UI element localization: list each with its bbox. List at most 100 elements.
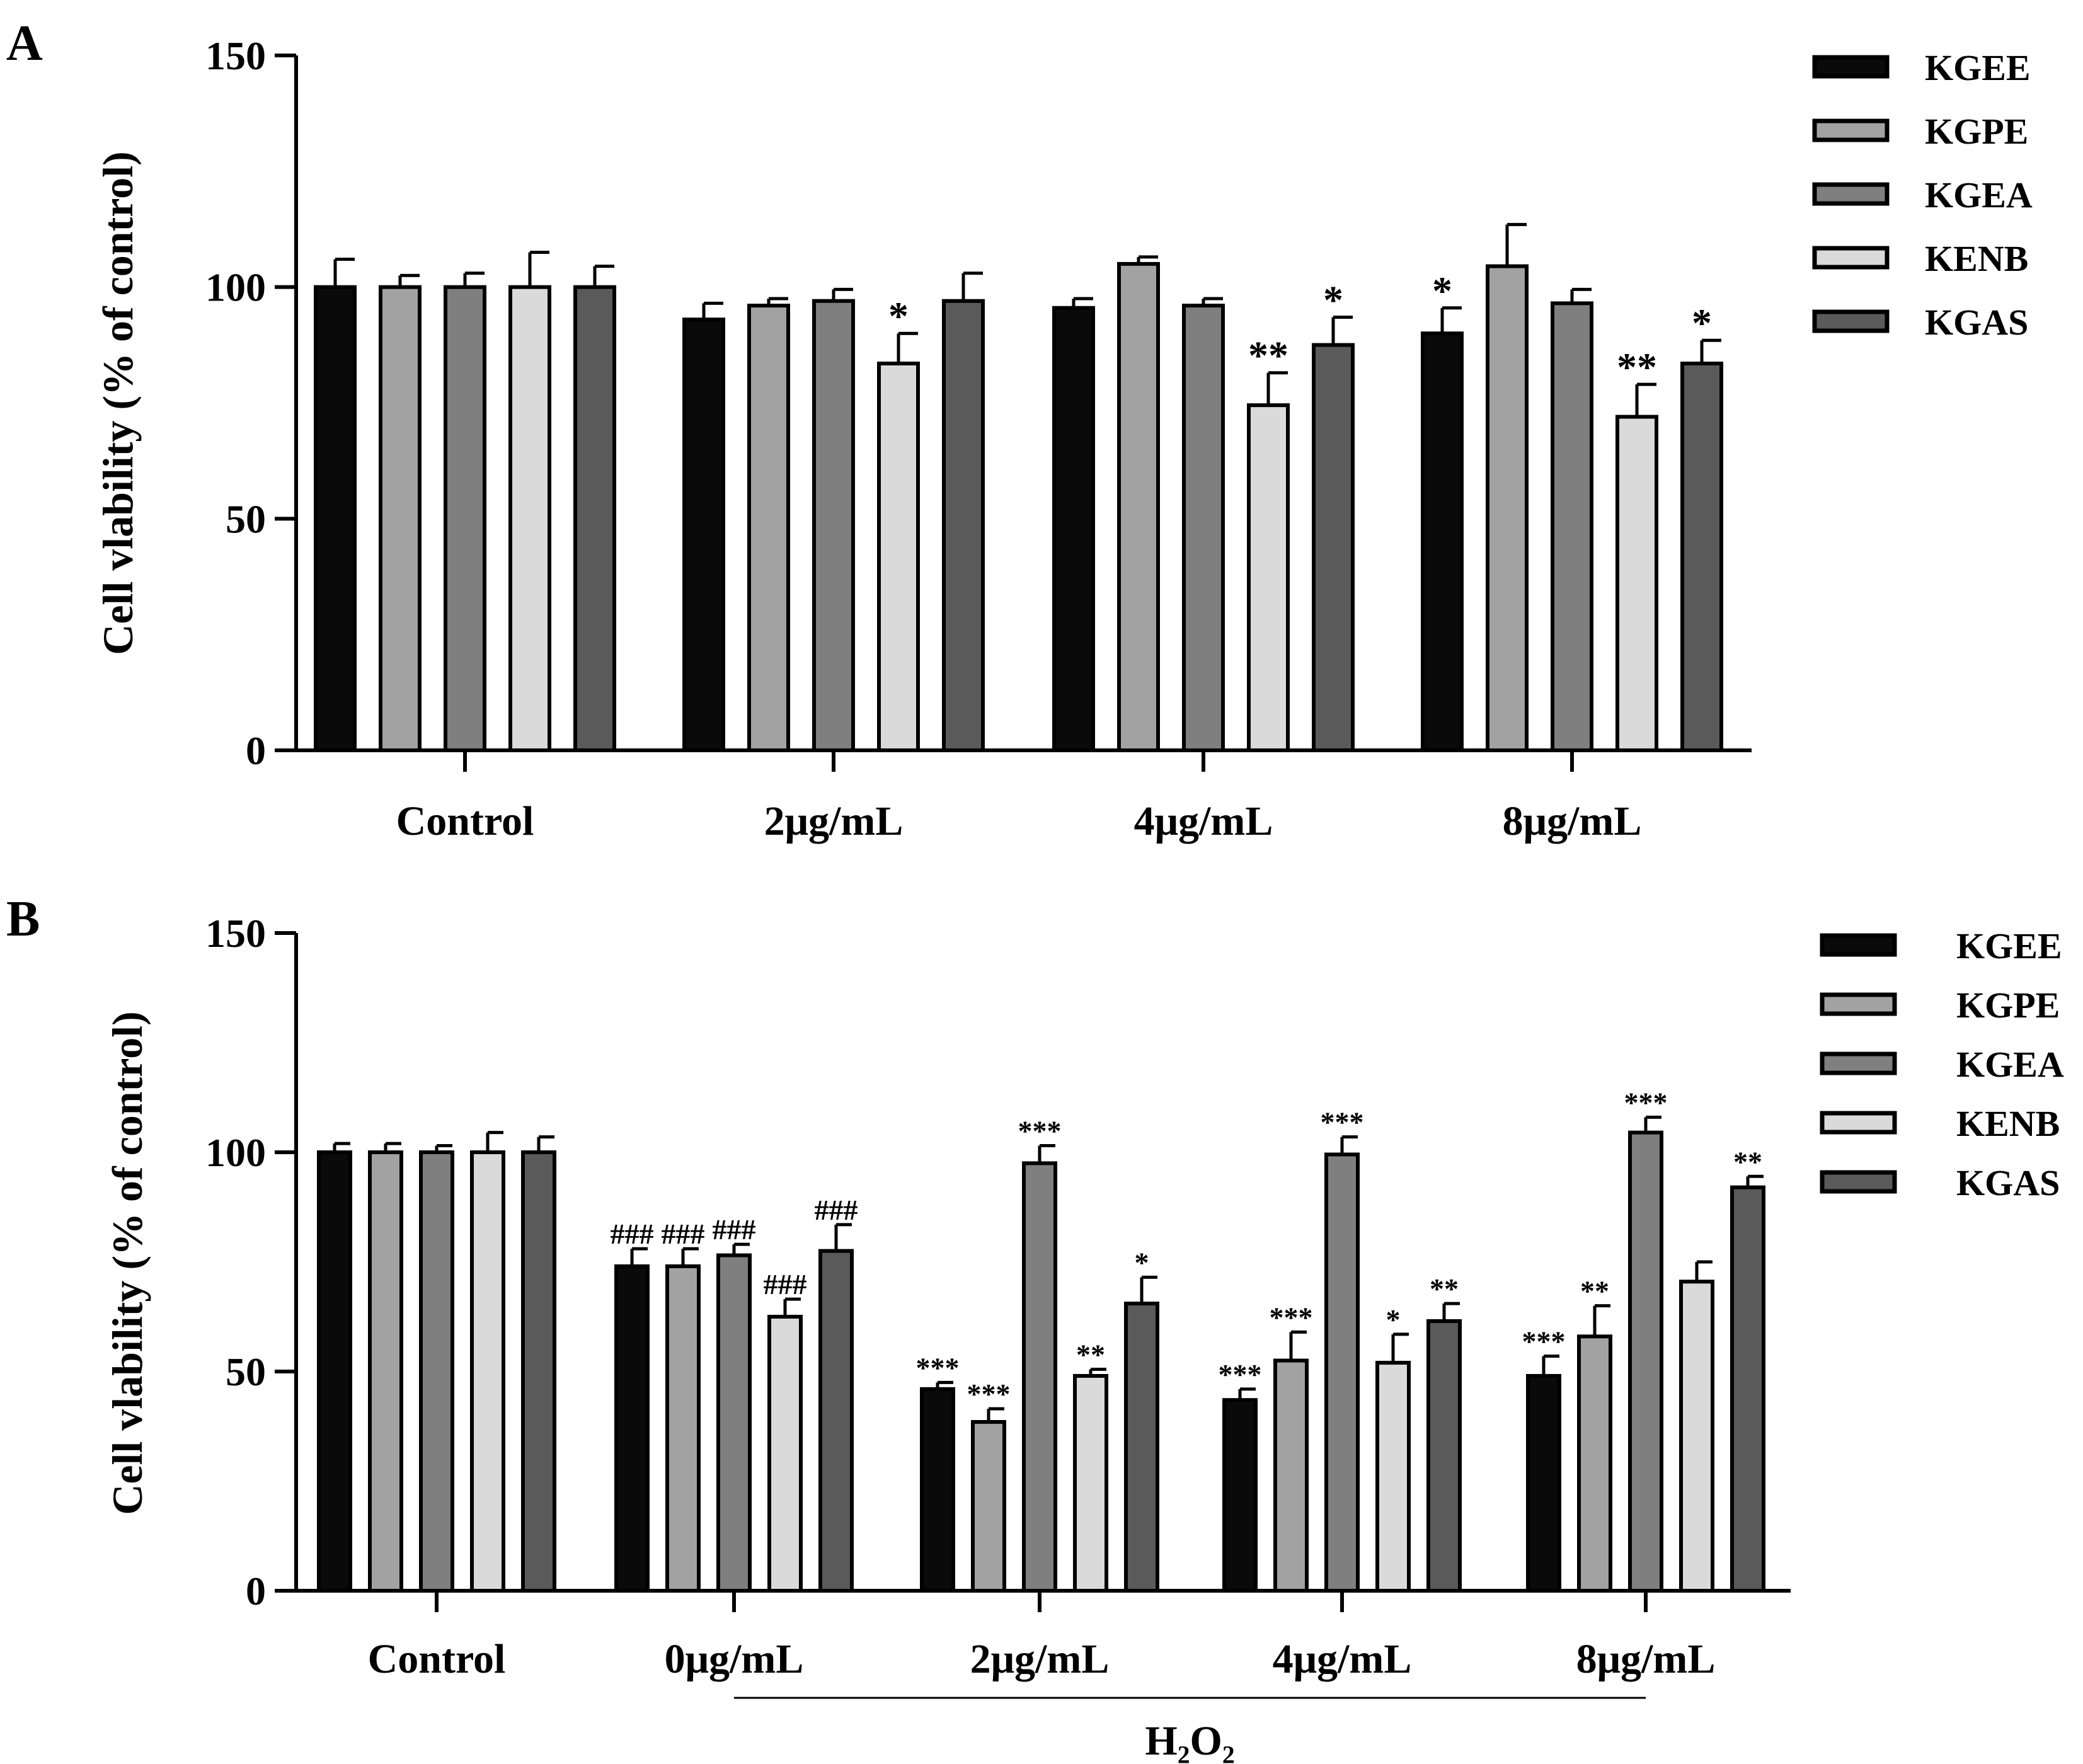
sig-label-kenb-2-g-ml: ** xyxy=(1076,1339,1105,1371)
legend-label-kgas: KGAS xyxy=(1925,302,2028,343)
legend-swatch-kgee xyxy=(1820,933,1897,957)
bar-kgea-4-g-ml xyxy=(1182,304,1225,752)
panel-a-letter: A xyxy=(6,16,43,71)
bar-kgee-0-g-ml xyxy=(614,1264,650,1593)
bar-kgas-2-g-ml xyxy=(1124,1302,1159,1593)
y-tick-label-50: 50 xyxy=(226,1349,266,1394)
bar-kgpe-4-g-ml xyxy=(1273,1358,1309,1593)
legend-swatch-kenb xyxy=(1820,1111,1897,1135)
bar-kgee-4-g-ml xyxy=(1222,1398,1258,1593)
sig-label-kgas-2-g-ml: * xyxy=(1135,1246,1149,1278)
group-bracket-label: H₂O₂ xyxy=(1145,1718,1234,1764)
chart-panel-b: 0 50 100 150 Cell vlability (% of control) Co… xyxy=(103,911,2064,1764)
x-tick-label-4-g-ml: 4μg/mL xyxy=(1273,1636,1412,1682)
sig-label-kgee-0-g-ml: ### xyxy=(611,1218,654,1250)
bar-kenb-0-g-ml xyxy=(767,1315,803,1593)
bar-kgea-2-g-ml xyxy=(812,299,855,752)
bar-kenb-8-g-ml xyxy=(1615,415,1658,752)
y-tick-label-0: 0 xyxy=(246,1569,266,1613)
bar-kenb-8-g-ml xyxy=(1679,1280,1714,1593)
bar-kgas-4-g-ml xyxy=(1426,1319,1462,1593)
bar-kgee-control xyxy=(314,285,357,752)
legend-label-kenb: KENB xyxy=(1925,238,2028,279)
bar-kgee-2-g-ml xyxy=(920,1387,955,1593)
bar-kgas-8-g-ml xyxy=(1680,361,1723,752)
y-tick-label-0: 0 xyxy=(246,728,266,773)
legend-swatch-kgee xyxy=(1812,55,1890,79)
sig-label-kgee-4-g-ml: *** xyxy=(1219,1358,1262,1390)
bar-kgpe-control xyxy=(379,285,422,752)
sig-label-kgas-0-g-ml: ### xyxy=(815,1194,858,1226)
y-tick-label-100: 100 xyxy=(205,265,266,310)
bar-kgas-2-g-ml xyxy=(942,299,985,752)
sig-label-kenb-4-g-ml: * xyxy=(1386,1303,1401,1336)
legend-swatch-kgpe xyxy=(1820,992,1897,1016)
bar-kgpe-0-g-ml xyxy=(665,1264,701,1593)
x-tick-label-control: Control xyxy=(396,798,534,844)
bar-kenb-2-g-ml xyxy=(877,361,920,752)
legend-label-kgpe: KGPE xyxy=(1956,985,2060,1026)
sig-label-kgea-0-g-ml: ### xyxy=(713,1213,756,1246)
panel-b-letter: B xyxy=(6,891,40,947)
bar-kgpe-8-g-ml xyxy=(1486,264,1529,752)
bar-kenb-4-g-ml xyxy=(1247,403,1290,752)
legend-label-kgee: KGEE xyxy=(1925,47,2031,88)
legend-swatch-kgpe xyxy=(1812,118,1890,142)
bar-kgas-0-g-ml xyxy=(818,1249,854,1593)
bar-kgpe-2-g-ml xyxy=(971,1420,1006,1593)
bar-kgee-4-g-ml xyxy=(1052,306,1095,752)
sig-label-kgpe-8-g-ml: ** xyxy=(1580,1275,1609,1307)
y-tick-label-150: 150 xyxy=(205,33,266,78)
bar-kgee-control xyxy=(317,1150,352,1593)
bar-kenb-2-g-ml xyxy=(1073,1373,1108,1593)
legend-label-kgpe: KGPE xyxy=(1925,111,2028,152)
sig-label-kgea-2-g-ml: *** xyxy=(1018,1115,1062,1147)
legend-swatch-kgea xyxy=(1820,1051,1897,1075)
bar-kgea-0-g-ml xyxy=(716,1253,752,1593)
legend-swatch-kenb xyxy=(1812,246,1890,270)
bar-kgpe-2-g-ml xyxy=(747,304,790,752)
legend-swatch-kgea xyxy=(1812,182,1890,206)
x-tick-label-2-g-ml: 2μg/mL xyxy=(764,798,904,844)
sig-label-kgee-8-g-ml: *** xyxy=(1522,1326,1566,1358)
sig-label-kenb-4-g-ml: ** xyxy=(1248,333,1288,378)
bar-kgee-8-g-ml xyxy=(1421,331,1464,752)
bar-kgea-2-g-ml xyxy=(1022,1161,1057,1593)
bar-kenb-4-g-ml xyxy=(1375,1361,1411,1593)
legend-swatch-kgas xyxy=(1820,1170,1897,1194)
bar-kgee-2-g-ml xyxy=(682,318,725,752)
bar-kgpe-control xyxy=(368,1150,403,1593)
y-tick-label-100: 100 xyxy=(205,1130,266,1175)
legend-label-kenb: KENB xyxy=(1956,1103,2060,1144)
legend-swatch-kgas xyxy=(1812,309,1890,333)
x-tick-label-4-g-ml: 4μg/mL xyxy=(1134,798,1273,844)
bar-kgea-control xyxy=(444,285,486,752)
sig-label-kgas-4-g-ml: ** xyxy=(1430,1273,1459,1305)
sig-label-kgpe-0-g-ml: ### xyxy=(662,1218,705,1250)
x-tick-label-8-g-ml: 8μg/mL xyxy=(1576,1636,1716,1682)
bar-kgea-8-g-ml xyxy=(1551,301,1593,752)
bar-kgas-control xyxy=(573,285,616,752)
bar-kgea-8-g-ml xyxy=(1628,1130,1663,1593)
legend-label-kgea: KGEA xyxy=(1925,175,2033,215)
x-tick-label-8-g-ml: 8μg/mL xyxy=(1503,798,1642,844)
sig-label-kgas-4-g-ml: * xyxy=(1323,277,1343,322)
x-tick-label-0-g-ml: 0μg/mL xyxy=(665,1636,804,1682)
legend-label-kgee: KGEE xyxy=(1956,925,2062,966)
bar-kgas-4-g-ml xyxy=(1312,343,1355,752)
bar-kgas-control xyxy=(521,1150,556,1593)
y-tick-label-150: 150 xyxy=(205,911,266,956)
sig-label-kgas-8-g-ml: ** xyxy=(1733,1145,1762,1177)
sig-label-kenb-0-g-ml: ### xyxy=(764,1268,807,1300)
bar-kgea-4-g-ml xyxy=(1324,1152,1360,1593)
legend-label-kgas: KGAS xyxy=(1956,1162,2060,1203)
y-tick-label-50: 50 xyxy=(226,496,266,541)
bar-kenb-control xyxy=(508,285,551,752)
legend-label-kgea: KGEA xyxy=(1956,1044,2064,1085)
x-tick-label-control: Control xyxy=(368,1636,506,1682)
bar-kgpe-4-g-ml xyxy=(1117,261,1160,752)
sig-label-kgpe-4-g-ml: *** xyxy=(1270,1301,1313,1333)
sig-label-kgea-8-g-ml: *** xyxy=(1624,1086,1668,1118)
chart-panel-a: 0 50 100 150 Cell vlability (% of control) Co… xyxy=(94,33,2033,844)
